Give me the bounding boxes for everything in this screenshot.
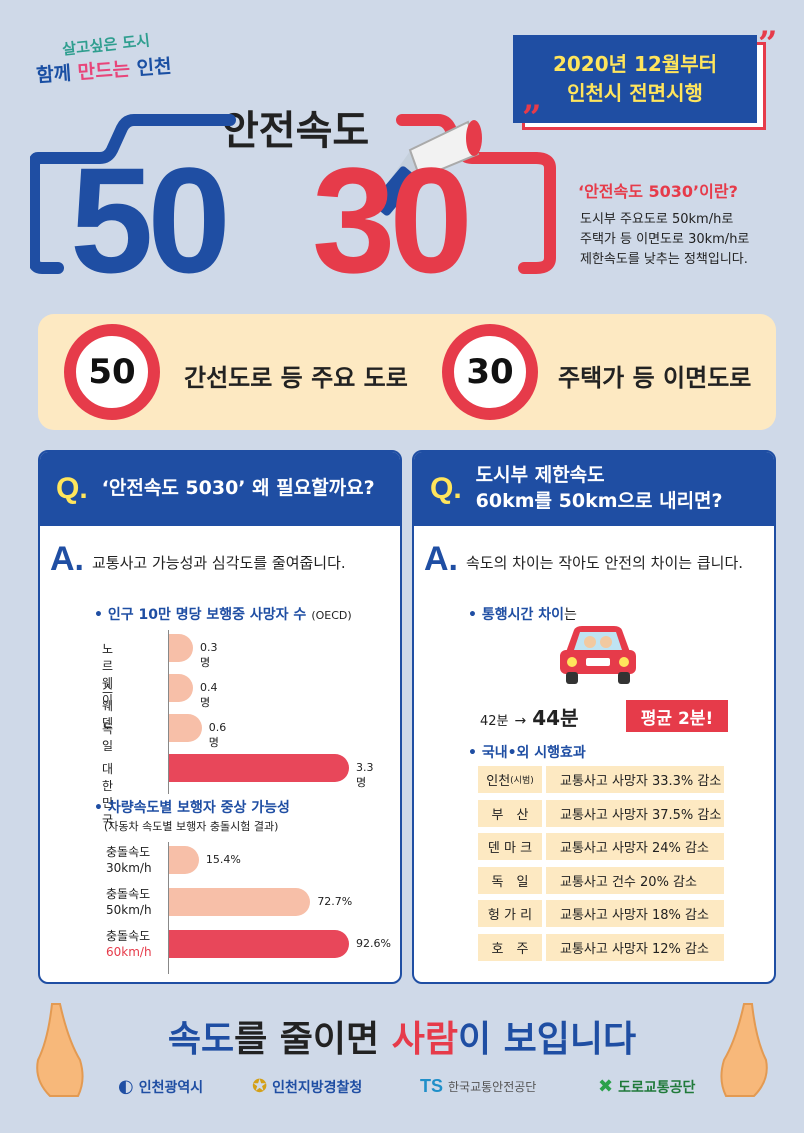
effects-row: 부 산 교통사고 사망자 37.5% 감소 <box>478 799 724 829</box>
effects-description: 교통사고 건수 20% 감소 <box>546 866 724 894</box>
footer-slogan: 속도를 줄이면 사람이 보입니다 <box>167 1019 637 1060</box>
chart2-value-label: 92.6% <box>356 937 391 950</box>
definition-text: 도시부 주요도로 50km/h로 주택가 등 이면도로 30km/h로 제한속도… <box>580 212 750 268</box>
implementation-date-box: 2020년 12월부터 인천시 전면시행 <box>513 35 766 130</box>
chart2-bar <box>169 888 311 916</box>
chart2-category-label: 충돌속도 60km/h <box>106 929 152 959</box>
chart2-bar <box>169 846 199 874</box>
chart1-value-label: 0.3명 <box>200 641 218 669</box>
right-panel: Q. 도시부 제한속도 60km를 50km으로 내리면? <box>412 450 776 984</box>
logo-kotsa: TS 한국교통안전공단 <box>420 1076 537 1096</box>
effects-country: 부 산 <box>478 799 542 827</box>
definition-title: ‘안전속도 5030’이란? <box>578 182 738 201</box>
effects-description: 교통사고 사망자 33.3% 감소 <box>546 766 724 793</box>
a-letter: A. <box>50 540 84 578</box>
chart2-title: • 차량속도별 보행자 중상 가능성 <box>94 800 290 816</box>
effects-title: • 국내•외 시행효과 <box>468 745 586 761</box>
effects-row: 인천 (시범) 교통사고 사망자 33.3% 감소 <box>478 766 724 795</box>
speed-label-50: 간선도로 등 주요 도로 <box>184 364 408 392</box>
effects-description: 교통사고 사망자 24% 감소 <box>546 833 724 860</box>
travel-title: • 통행시간 차이는 <box>468 607 577 623</box>
ts-logo-icon: TS <box>420 1076 444 1096</box>
speed-label-30: 주택가 등 이면도로 <box>558 364 752 392</box>
big-5030-graphic: 50 30 <box>30 114 556 304</box>
average-badge: 평균 2분! <box>626 700 728 732</box>
big-50: 50 <box>70 136 225 304</box>
speed-sign-50: 50 <box>64 324 160 420</box>
left-hand-icon <box>36 1003 84 1097</box>
effects-country: 호 주 <box>478 933 542 961</box>
effects-country: 독 일 <box>478 866 542 894</box>
chart1-bar <box>169 634 193 662</box>
effects-description: 교통사고 사망자 18% 감소 <box>546 900 724 927</box>
megaphone-icon <box>372 120 482 216</box>
chart1-category-label: 스 웨 덴 <box>102 682 126 730</box>
chart1-value-label: 3.3명 <box>356 761 374 789</box>
chart2-value-label: 15.4% <box>205 853 241 866</box>
chart1-note: (OECD) <box>311 609 352 622</box>
chart1-value-label: 0.4명 <box>200 681 218 709</box>
travel-arrow: → <box>514 713 527 729</box>
speed-sign-30: 30 <box>442 324 538 420</box>
big-30: 30 <box>312 136 467 304</box>
chart1-category-label: 노 르 웨 이 <box>102 642 114 707</box>
chart1-axis <box>168 630 169 794</box>
travel-to: 44분 <box>532 706 579 730</box>
left-question-header: Q. ‘안전속도 5030’ 왜 필요할까요? <box>40 452 400 526</box>
right-answer: 속도의 차이는 작아도 안전의 차이는 큽니다. <box>466 554 744 572</box>
travel-from: 42분 <box>480 714 509 729</box>
chart1-bar <box>169 714 202 742</box>
left-bracket <box>30 152 64 274</box>
effects-row: 헝 가 리 교통사고 사망자 18% 감소 <box>478 900 724 929</box>
date-line1: 2020년 12월부터 <box>552 52 718 76</box>
effects-row: 덴 마 크 교통사고 사망자 24% 감소 <box>478 833 724 862</box>
chart1-category-label: 독 일 <box>102 722 138 753</box>
right-question: 도시부 제한속도 60km를 50km으로 내리면? <box>475 464 723 512</box>
road-authority-icon: ✖ <box>598 1076 614 1097</box>
chart2-bar <box>169 930 349 958</box>
effects-description: 교통사고 사망자 37.5% 감소 <box>546 799 724 827</box>
logo-road-traffic-authority: ✖ 도로교통공단 <box>598 1076 696 1097</box>
chart1-category-label: 대 한 민 국 <box>102 762 114 827</box>
chart2-category-label: 충돌속도 30km/h <box>106 845 152 875</box>
quote-mark-top: ” <box>758 24 778 64</box>
chart1-bar <box>169 674 193 702</box>
chart1-title-row: • 인구 10만 명당 보행중 사망자 수 (OECD) <box>94 604 352 624</box>
right-bracket <box>518 152 556 274</box>
main-title: 안전속도 <box>222 108 370 154</box>
effects-description: 교통사고 사망자 12% 감소 <box>546 933 724 961</box>
effects-country: 헝 가 리 <box>478 900 542 927</box>
chart2-axis <box>168 842 169 974</box>
date-line2: 인천시 전면시행 <box>567 81 703 105</box>
speed-band: 50 간선도로 등 주요 도로 30 주택가 등 이면도로 <box>38 314 776 430</box>
chart2-value-label: 72.7% <box>317 895 353 908</box>
police-badge-icon: ✪ <box>252 1076 268 1097</box>
effects-country: 덴 마 크 <box>478 833 542 860</box>
quote-mark-bottom: ” <box>522 98 542 138</box>
chart1-bar <box>169 754 349 782</box>
chart1-value-label: 0.6명 <box>208 721 227 749</box>
chart1-title: • 인구 10만 명당 보행중 사망자 수 <box>94 607 307 623</box>
right-hand-icon <box>720 1003 768 1097</box>
effects-row: 독 일 교통사고 건수 20% 감소 <box>478 866 724 896</box>
blue-top-line <box>48 114 236 164</box>
logo-incheon-police: ✪ 인천지방경찰청 <box>252 1076 363 1097</box>
city-slogan: 살고싶은 도시 함께 만드는 인천 <box>35 31 196 90</box>
left-answer: 교통사고 가능성과 심각도를 줄여줍니다. <box>92 554 346 572</box>
left-question: ‘안전속도 5030’ 왜 필요할까요? <box>101 477 375 500</box>
logo-incheon-city: ◐ 인천광역시 <box>118 1076 204 1097</box>
incheon-logo-icon: ◐ <box>118 1076 134 1097</box>
car-icon <box>560 626 636 684</box>
effects-row: 호 주 교통사고 사망자 12% 감소 <box>478 933 724 963</box>
travel-time: 42분 → 44분 <box>480 702 578 731</box>
q-letter: Q. <box>430 472 462 505</box>
slogan-line2: 함께 만드는 인천 <box>35 55 173 87</box>
chart2-category-label: 충돌속도 50km/h <box>106 887 152 917</box>
right-question-header: Q. 도시부 제한속도 60km를 50km으로 내리면? <box>414 452 774 526</box>
q-letter: Q. <box>56 472 88 505</box>
chart2-note: (자동차 속도별 보행자 충돌시험 결과) <box>104 820 279 833</box>
effects-country: 인천 (시범) <box>478 766 542 793</box>
a-letter-right: A. <box>424 540 458 578</box>
